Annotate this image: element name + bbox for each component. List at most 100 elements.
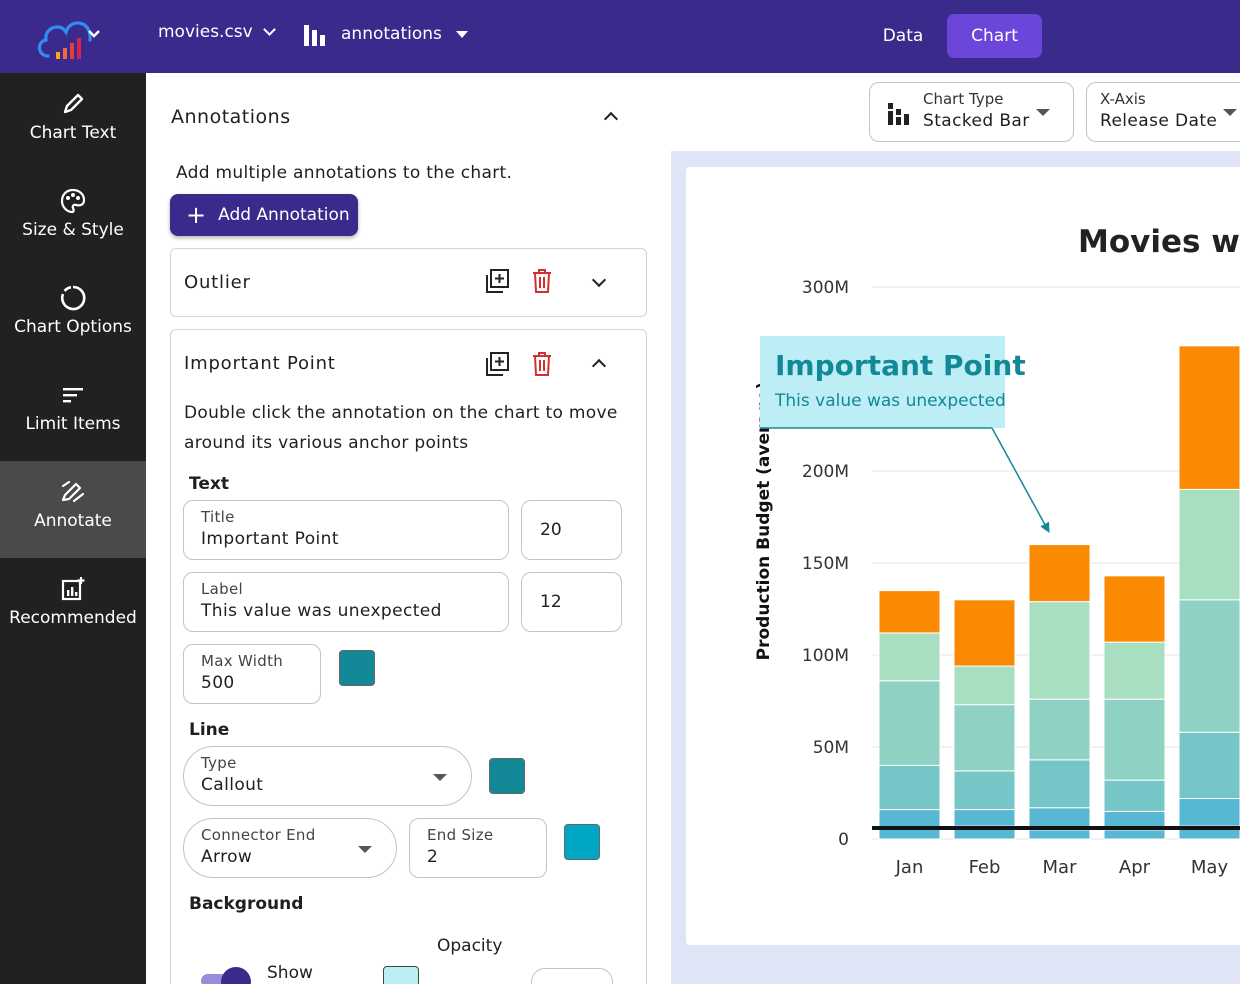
y-tick-label: 150M xyxy=(802,554,849,574)
bar-segment[interactable] xyxy=(1028,698,1091,761)
bar-segment[interactable] xyxy=(1103,779,1166,812)
line-type-select[interactable]: Type Callout xyxy=(183,746,472,806)
annotation-help-text: Double click the annotation on the chart… xyxy=(184,403,618,453)
collapse-panel-icon[interactable] xyxy=(603,111,619,127)
bar-segment[interactable] xyxy=(1178,488,1240,601)
panel-description: Add multiple annotations to the chart. xyxy=(176,163,513,183)
annotation-name: Important Point xyxy=(184,353,336,374)
bar-segment[interactable] xyxy=(1178,731,1240,800)
bar-segment[interactable] xyxy=(1103,829,1166,840)
bar-segment[interactable] xyxy=(953,665,1016,706)
nav-item-recommended[interactable]: Recommended xyxy=(0,558,146,655)
annotation-card-outlier: Outlier xyxy=(170,248,647,317)
chart-card: Movies wit Production Budget (average) 0… xyxy=(686,167,1240,945)
label-size-field[interactable]: 12 xyxy=(521,572,622,632)
nav-label: Annotate xyxy=(34,511,112,531)
max-width-field[interactable]: Max Width 500 xyxy=(183,644,321,704)
nav-item-chart-text[interactable]: Chart Text xyxy=(0,73,146,170)
bar-segment[interactable] xyxy=(953,809,1016,827)
bar-segment[interactable] xyxy=(1103,641,1166,700)
label-field-value: This value was unexpected xyxy=(201,601,442,621)
end-size-label: End Size xyxy=(427,826,494,844)
line-type-value: Callout xyxy=(201,775,264,795)
annotation-background[interactable] xyxy=(760,336,1005,428)
nav-item-size-style[interactable]: Size & Style xyxy=(0,170,146,267)
tab-chart[interactable]: Chart xyxy=(947,14,1042,58)
x-axis-label: X-Axis xyxy=(1100,90,1146,108)
x-tick-label: Mar xyxy=(1043,857,1078,878)
bar-segment[interactable] xyxy=(953,770,1016,811)
bar-segment[interactable] xyxy=(1178,345,1240,490)
bar-segment[interactable] xyxy=(878,764,941,811)
pencil-icon xyxy=(63,93,84,114)
nav-label: Recommended xyxy=(9,608,137,628)
delete-icon[interactable] xyxy=(531,351,553,377)
x-axis-select[interactable]: X-Axis Release Date xyxy=(1086,82,1240,142)
file-selector[interactable]: movies.csv xyxy=(158,22,276,42)
bar-segment[interactable] xyxy=(878,632,941,682)
max-width-value: 500 xyxy=(201,673,235,693)
nav-item-chart-options[interactable]: Chart Options xyxy=(0,267,146,364)
recommended-icon xyxy=(61,577,85,601)
bar-segment[interactable] xyxy=(878,680,941,766)
annotation-title[interactable]: Important Point xyxy=(775,349,1026,382)
annotation-name: Outlier xyxy=(184,272,251,293)
end-size-field[interactable]: End Size 2 xyxy=(409,818,547,878)
collapse-chevron-icon[interactable] xyxy=(591,358,607,374)
bar-segment[interactable] xyxy=(953,599,1016,667)
bar-segment[interactable] xyxy=(953,704,1016,772)
bar-segment[interactable] xyxy=(1178,798,1240,827)
connector-end-value: Arrow xyxy=(201,847,253,867)
ring-icon xyxy=(61,285,86,311)
max-width-label: Max Width xyxy=(201,652,284,670)
add-annotation-button[interactable]: + Add Annotation xyxy=(170,194,358,236)
background-color-swatch[interactable] xyxy=(383,966,419,984)
line-type-label: Type xyxy=(201,754,237,772)
connector-end-select[interactable]: Connector End Arrow xyxy=(183,818,397,878)
stacked-bar-chart: Movies wit Production Budget (average) 0… xyxy=(754,224,1240,878)
nav-item-limit-items[interactable]: Limit Items xyxy=(0,364,146,461)
title-size-field[interactable]: 20 xyxy=(521,500,622,560)
caret-down-icon xyxy=(433,774,447,781)
app-logo-icon[interactable] xyxy=(34,10,106,64)
palette-icon xyxy=(60,188,86,214)
expand-chevron-icon[interactable] xyxy=(591,272,607,288)
bar-segment[interactable] xyxy=(878,809,941,829)
text-color-swatch[interactable] xyxy=(339,650,375,686)
bar-segment[interactable] xyxy=(1028,601,1091,700)
bar-segment[interactable] xyxy=(878,590,941,634)
y-axis-title: Production Budget (average) xyxy=(754,382,774,661)
duplicate-icon[interactable] xyxy=(484,351,510,377)
title-size-value: 20 xyxy=(540,520,562,540)
duplicate-icon[interactable] xyxy=(484,268,510,294)
annotate-icon xyxy=(61,480,85,503)
nav-label: Size & Style xyxy=(22,220,124,240)
bar-segment[interactable] xyxy=(1103,575,1166,643)
y-tick-label: 100M xyxy=(802,646,849,666)
label-field[interactable]: Label This value was unexpected xyxy=(183,572,509,632)
annotation-label[interactable]: This value was unexpected xyxy=(774,391,1006,411)
caret-down-icon xyxy=(1036,109,1050,116)
chart-type-select[interactable]: Chart Type Stacked Bar xyxy=(869,82,1074,142)
view-selector[interactable]: annotations xyxy=(303,22,468,46)
toggle-knob[interactable] xyxy=(221,967,251,984)
view-name: annotations xyxy=(341,24,442,44)
nav-item-annotate[interactable]: Annotate xyxy=(0,461,146,558)
bar-segment[interactable] xyxy=(1103,698,1166,781)
tab-data[interactable]: Data xyxy=(882,26,924,46)
delete-icon[interactable] xyxy=(531,268,553,294)
bar-segment[interactable] xyxy=(1178,599,1240,733)
line-color-swatch[interactable] xyxy=(489,758,525,794)
bar-segment[interactable] xyxy=(1028,544,1091,603)
connector-color-swatch[interactable] xyxy=(564,824,600,860)
opacity-field[interactable] xyxy=(531,968,613,984)
y-tick-label: 200M xyxy=(802,462,849,482)
bar-segment[interactable] xyxy=(1028,829,1091,840)
panel-title: Annotations xyxy=(171,106,291,128)
nav-label: Limit Items xyxy=(25,414,121,434)
caret-down-icon xyxy=(1223,109,1237,116)
bar-segment[interactable] xyxy=(1028,759,1091,809)
show-label: Show xyxy=(267,963,313,983)
chart-toolbar: Chart Type Stacked Bar X-Axis Release Da… xyxy=(671,73,1240,153)
title-field[interactable]: Title Important Point xyxy=(183,500,509,560)
